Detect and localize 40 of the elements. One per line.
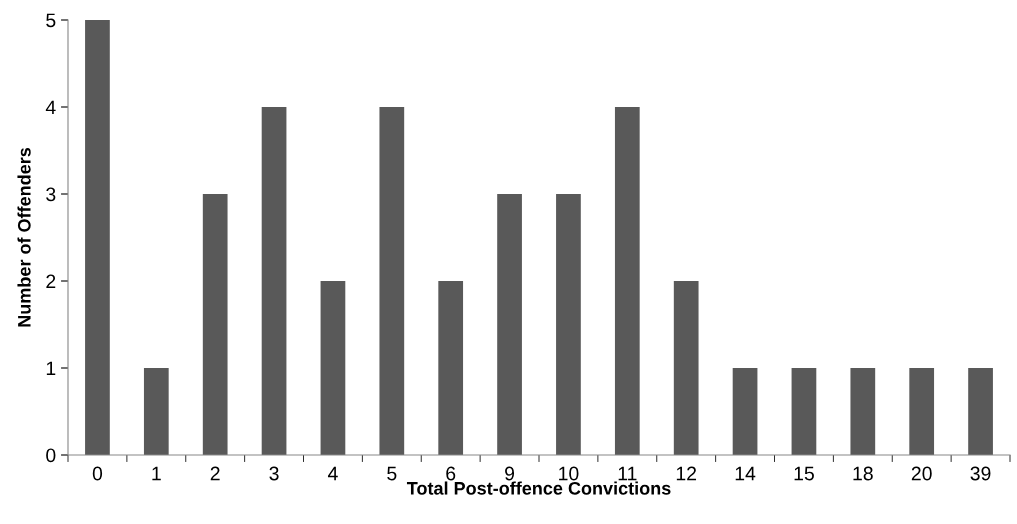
y-tick-label: 2 (46, 274, 56, 289)
x-tick-label: 3 (269, 466, 279, 481)
y-tick-label: 1 (46, 361, 56, 376)
bar (379, 107, 405, 455)
x-tick-label: 6 (446, 466, 456, 481)
bar (614, 107, 640, 455)
x-tick-label: 9 (505, 466, 515, 481)
bar (261, 107, 287, 455)
bar (791, 368, 817, 455)
x-tick-label: 5 (387, 466, 397, 481)
x-tick-label: 11 (618, 466, 637, 481)
bar (85, 20, 110, 455)
y-tick-label: 0 (46, 448, 56, 463)
x-tick-label: 12 (676, 466, 697, 481)
x-tick-label: 1 (152, 466, 161, 481)
bar (732, 368, 758, 455)
bar (968, 368, 993, 455)
x-tick-label: 0 (92, 466, 103, 481)
x-tick-label: 15 (794, 466, 814, 481)
x-tick-label: 18 (853, 466, 873, 481)
x-axis-title: Total Post-offence Convictions (406, 481, 671, 495)
y-tick-label: 3 (46, 187, 56, 202)
x-tick-label: 39 (970, 466, 991, 481)
bar (202, 194, 228, 455)
y-tick-label: 5 (46, 13, 56, 28)
x-tick-label: 2 (210, 466, 220, 481)
bar (320, 281, 346, 455)
bar (556, 194, 581, 455)
bar (673, 281, 699, 455)
x-tick-label: 20 (911, 466, 932, 481)
bar (497, 194, 522, 455)
bar (909, 368, 935, 455)
y-tick-label: 4 (45, 100, 56, 115)
x-tick-label: 10 (559, 466, 579, 481)
bar (850, 368, 876, 455)
x-tick-label: 14 (735, 466, 756, 481)
x-tick-label: 4 (327, 466, 338, 481)
bar (438, 281, 464, 455)
y-axis-title: Number of Offenders (17, 147, 31, 327)
bar (143, 368, 169, 455)
